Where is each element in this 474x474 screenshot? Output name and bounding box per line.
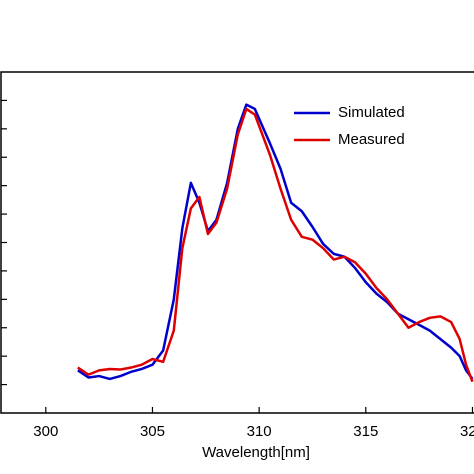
- x-tick-label: 320: [460, 423, 474, 440]
- plot-frame: [0, 71, 474, 414]
- legend-label: Simulated: [338, 104, 405, 121]
- data-line: [77, 107, 474, 383]
- legend-label: Measured: [338, 131, 405, 148]
- data-line: [77, 103, 474, 381]
- x-axis-label: Wavelength[nm]: [202, 444, 310, 461]
- x-tick-label: 310: [247, 423, 272, 440]
- x-tick-label: 315: [353, 423, 378, 440]
- x-tick-label: 305: [140, 423, 165, 440]
- x-tick-label: 300: [33, 423, 58, 440]
